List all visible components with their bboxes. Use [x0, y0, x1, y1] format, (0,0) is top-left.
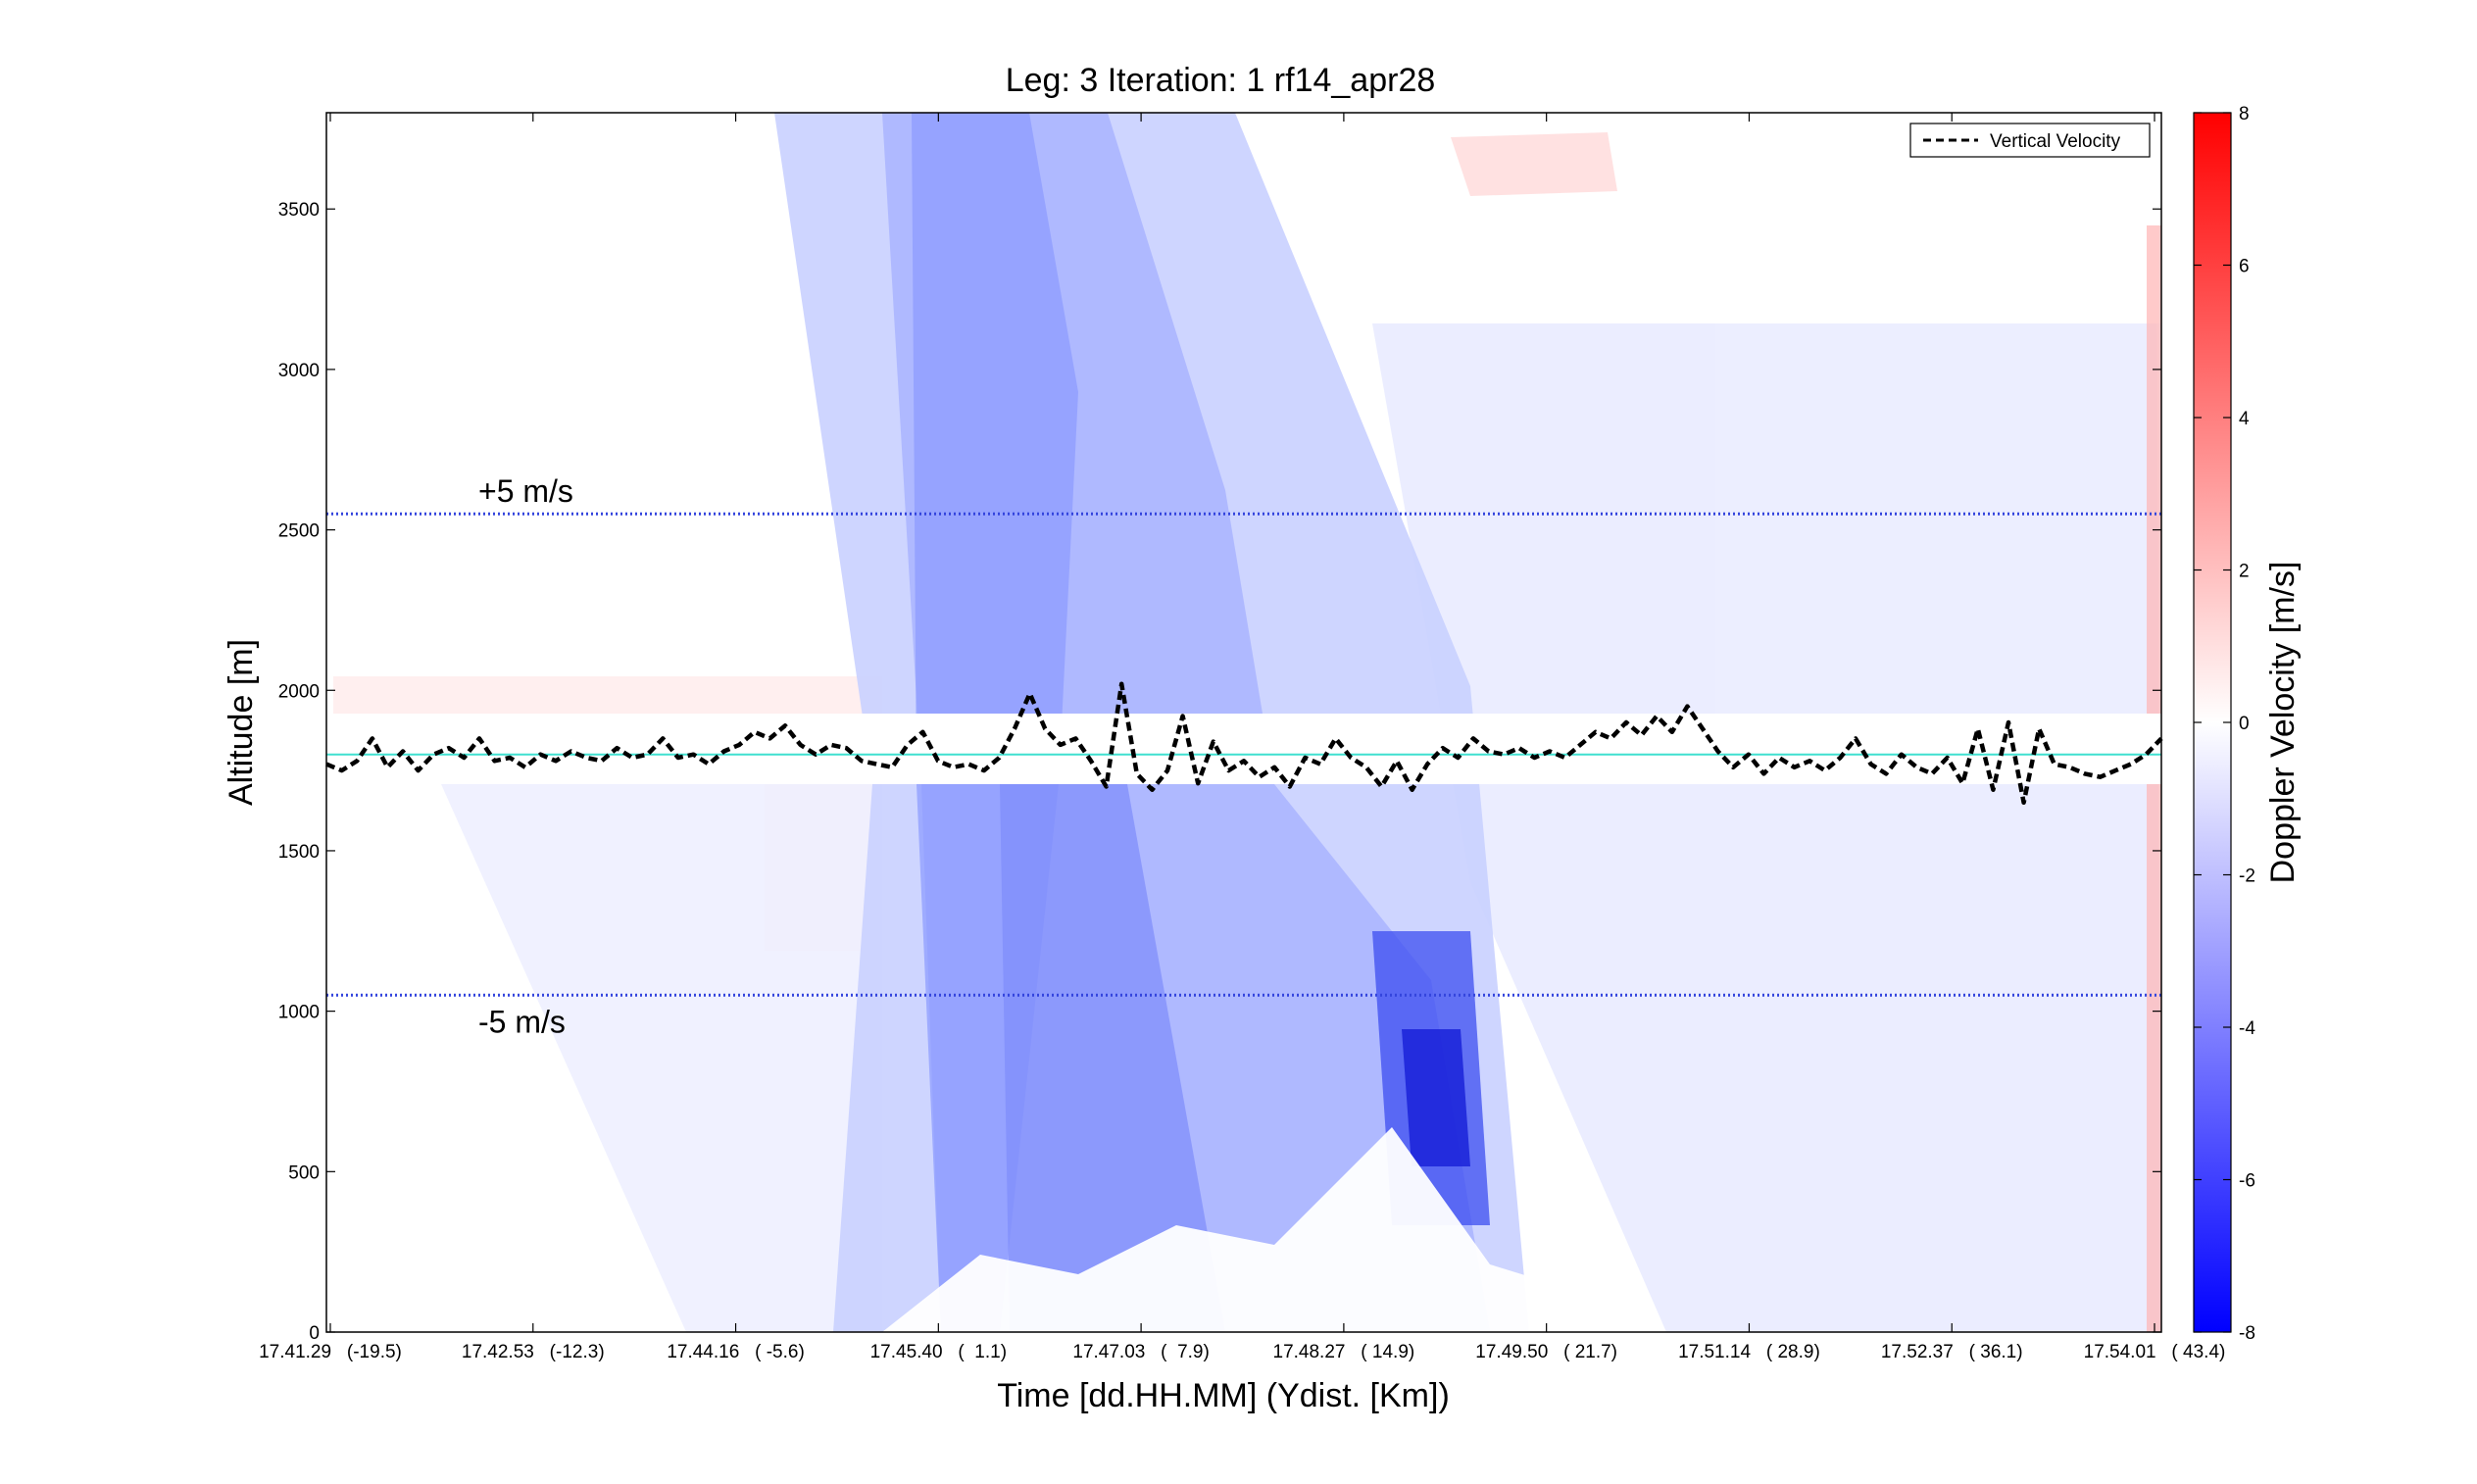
reference-line-label: +5 m/s — [478, 473, 573, 509]
colorbar-tick-label: -2 — [2239, 866, 2255, 887]
colorbar-tick-label: 8 — [2239, 104, 2250, 124]
x-tick-label: 17.42.53 (-12.3) — [462, 1342, 605, 1362]
y-axis: 0 500 1000 1500 2000 2500 3000 3500 — [278, 200, 2161, 1344]
y-tick-label: 0 — [309, 1323, 320, 1344]
y-tick-label: 2000 — [278, 681, 320, 702]
legend-label-vertical-velocity: Vertical Velocity — [1990, 131, 2121, 152]
y-tick-label: 1000 — [278, 1003, 320, 1023]
x-tick-label: 17.49.50 ( 21.7) — [1475, 1342, 1617, 1362]
colorbar-tick-label: 4 — [2239, 409, 2250, 429]
reference-lines: +5 m/s -5 m/s — [326, 473, 2161, 1039]
y-axis-title: Altitude [m] — [223, 639, 260, 806]
colorbar-tick-label: 6 — [2239, 257, 2250, 277]
y-tick-label: 3000 — [278, 361, 320, 381]
x-tick-label: 17.44.16 ( -5.6) — [667, 1342, 804, 1362]
x-tick-label: 17.52.37 ( 36.1) — [1881, 1342, 2023, 1362]
colorbar-tick-label: -4 — [2239, 1018, 2255, 1039]
y-tick-label: 1500 — [278, 842, 320, 863]
light-blue-upper-right — [1715, 323, 2161, 735]
chart-title: Leg: 3 Iteration: 1 rf14_apr28 — [1006, 62, 1436, 99]
colorbar: 8 6 4 2 0 -2 -4 -6 -8 Doppler Velocity [m/s] — [2193, 104, 2302, 1344]
lavender-left-lower — [441, 784, 882, 1332]
x-axis-title: Time [dd.HH.MM] (Ydist. [Km]) — [997, 1377, 1450, 1414]
flight-level-gap — [326, 714, 2161, 784]
colorbar-title: Doppler Velocity [m/s] — [2264, 562, 2302, 884]
plot-frame — [325, 112, 2162, 1333]
reference-line-label: -5 m/s — [478, 1004, 566, 1039]
colorbar-tick-label: -8 — [2239, 1323, 2255, 1344]
y-tick-label: 500 — [288, 1162, 320, 1183]
x-tick-label: 17.54.01 ( 43.4) — [2084, 1342, 2226, 1362]
x-tick-label: 17.45.40 ( 1.1) — [870, 1342, 1007, 1362]
strongest-core — [1402, 1029, 1470, 1166]
x-tick-label: 17.47.03 ( 7.9) — [1072, 1342, 1209, 1362]
series-vertical-velocity-line — [325, 681, 2163, 806]
y-tick-label: 3500 — [278, 200, 320, 221]
x-tick-label: 17.41.29 (-19.5) — [259, 1342, 402, 1362]
x-axis: 17.41.29 (-19.5) 17.42.53 (-12.3) 17.44.16… — [259, 113, 2225, 1362]
surface-clutter-gap — [882, 1127, 1666, 1332]
colorbar-tick-label: 0 — [2239, 714, 2250, 734]
colorbar-tick-label: 2 — [2239, 562, 2250, 582]
series-layer — [325, 681, 2163, 806]
x-tick-label: 17.51.14 ( 28.9) — [1678, 1342, 1820, 1362]
colorbar-tick-label: -6 — [2239, 1171, 2255, 1192]
legend: Vertical Velocity — [1909, 123, 2151, 158]
convective-core-lower — [1000, 784, 1225, 1332]
colorbar-ticks: 8 6 4 2 0 -2 -4 -6 -8 — [2194, 104, 2255, 1344]
pink-streak-upper-right — [1451, 132, 1617, 196]
y-tick-label: 2500 — [278, 521, 320, 542]
x-tick-label: 17.48.27 ( 14.9) — [1273, 1342, 1415, 1362]
doppler-heatmap — [326, 113, 2161, 1332]
